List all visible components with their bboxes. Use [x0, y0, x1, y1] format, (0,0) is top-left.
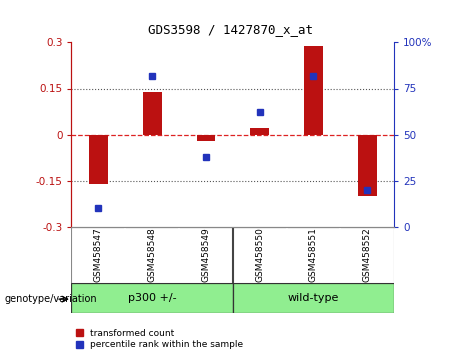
Text: GSM458549: GSM458549 — [201, 228, 210, 282]
Text: GDS3598 / 1427870_x_at: GDS3598 / 1427870_x_at — [148, 23, 313, 36]
Text: wild-type: wild-type — [288, 293, 339, 303]
Bar — [250, 129, 269, 135]
Text: GSM458550: GSM458550 — [255, 227, 264, 282]
Bar — [233, 283, 394, 313]
Bar — [196, 135, 215, 141]
Text: genotype/variation: genotype/variation — [5, 294, 97, 304]
Legend: transformed count, percentile rank within the sample: transformed count, percentile rank withi… — [76, 329, 243, 349]
Text: GSM458547: GSM458547 — [94, 228, 103, 282]
Text: GSM458551: GSM458551 — [309, 227, 318, 282]
Bar — [89, 135, 108, 184]
Bar — [304, 46, 323, 135]
Bar — [71, 283, 233, 313]
Text: GSM458548: GSM458548 — [148, 228, 157, 282]
Bar — [358, 135, 377, 196]
Text: p300 +/-: p300 +/- — [128, 293, 177, 303]
Text: GSM458552: GSM458552 — [363, 228, 372, 282]
Bar — [143, 92, 161, 135]
